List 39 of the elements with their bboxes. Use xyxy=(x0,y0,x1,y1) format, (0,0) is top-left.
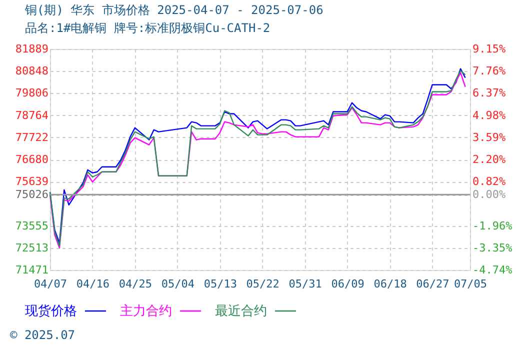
y2-tick-label: 9.15% xyxy=(472,42,506,56)
y-tick-label: 80848 xyxy=(15,64,48,78)
y2-tick-label: -4.74% xyxy=(472,264,513,276)
x-tick-label: 05/22 xyxy=(246,278,280,290)
x-tick-label: 05/04 xyxy=(161,278,195,290)
x-tick-label: 05/13 xyxy=(204,278,237,290)
y2-tick-label: 0.82% xyxy=(472,175,506,188)
x-tick-label: 06/09 xyxy=(331,278,364,290)
chart-subtitle: 品名:1#电解铜 牌号:标准阴极铜Cu-CATH-2 xyxy=(25,21,270,35)
x-tick-label: 05/31 xyxy=(288,278,322,290)
x-tick-label: 07/05 xyxy=(454,278,488,290)
y2-tick-label: 0.00% xyxy=(472,188,506,202)
y2-tick-label: 2.20% xyxy=(472,153,506,166)
y-tick-label: 75639 xyxy=(15,175,48,188)
y-tick-label: 75026 xyxy=(15,188,48,202)
y-tick-label: 71471 xyxy=(15,264,48,276)
text: © 2025.07 xyxy=(10,328,76,342)
x-tick-label: 04/07 xyxy=(34,278,68,290)
y2-tick-label: 3.59% xyxy=(472,130,506,144)
y2-tick-label: -3.35% xyxy=(472,241,513,254)
y2-tick-label: 6.37% xyxy=(472,86,506,100)
chart-title: 铜(期) 华东 市场价格 2025-04-07 - 2025-07-06 xyxy=(24,3,324,17)
y-tick-label: 81889 xyxy=(15,42,48,56)
legend-label: 主力合约 xyxy=(120,303,172,319)
x-tick-label: 04/25 xyxy=(118,278,152,290)
legend-label: 现货价格 xyxy=(25,304,77,319)
y2-tick-label: -1.96% xyxy=(472,219,513,232)
y2-tick-label: 7.76% xyxy=(472,64,506,78)
y2-tick-label: 4.98% xyxy=(472,108,506,122)
x-tick-label: 06/18 xyxy=(374,278,407,290)
y-tick-label: 73555 xyxy=(15,219,48,232)
y-tick-label: 78764 xyxy=(15,108,49,122)
y-tick-label: 79806 xyxy=(15,86,48,100)
y-tick-label: 72513 xyxy=(15,241,48,254)
x-tick-label: 06/27 xyxy=(416,278,450,290)
legend-label: 最近合约 xyxy=(215,304,267,319)
y-tick-label: 76680 xyxy=(15,153,48,166)
x-tick-label: 04/16 xyxy=(76,278,110,290)
y-tick-label: 77722 xyxy=(15,130,48,144)
